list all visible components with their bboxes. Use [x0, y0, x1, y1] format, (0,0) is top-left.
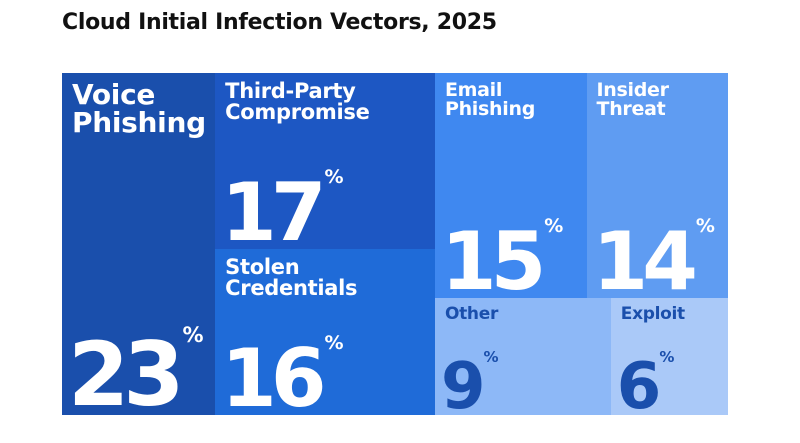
tile-label: Other — [444, 304, 499, 325]
tile-label: Email Phishing — [444, 79, 535, 120]
tile-third-party-compromise: Third-Party Compromise 17% — [215, 73, 435, 250]
tile-label: Insider Threat — [596, 79, 669, 120]
tile-percent-sign: % — [483, 348, 499, 367]
tile-value: 9 — [440, 349, 485, 415]
tile-label: Voice Phishing — [72, 78, 206, 139]
tile-percent-sign: % — [659, 348, 675, 367]
tile-value: 15 — [440, 215, 546, 299]
tile-percent-sign: % — [324, 331, 344, 354]
tile-label: Third-Party Compromise — [225, 79, 370, 124]
tile-value: 14 — [592, 215, 698, 299]
tile-value: 6 — [616, 349, 661, 415]
tile-label: Exploit — [620, 304, 685, 325]
chart-title: Cloud Initial Infection Vectors, 2025 — [62, 10, 497, 35]
tile-stolen-credentials: Stolen Credentials 16% — [215, 249, 435, 415]
tile-percent-sign: % — [182, 323, 204, 348]
tile-percent-sign: % — [324, 165, 344, 188]
tile-exploit: Exploit 6% — [610, 298, 728, 415]
tile-percent-sign: % — [544, 215, 564, 238]
tile-value: 23 — [68, 323, 184, 416]
tile-voice-phishing: Voice Phishing 23% — [62, 73, 216, 416]
tile-label: Stolen Credentials — [225, 255, 358, 301]
tile-insider-threat: Insider Threat 14% — [586, 73, 728, 299]
tile-other: Other 9% — [434, 298, 611, 415]
tile-email-phishing: Email Phishing 15% — [434, 73, 587, 299]
tile-percent-sign: % — [695, 215, 715, 238]
tile-value: 17 — [221, 166, 326, 250]
tile-value: 16 — [221, 331, 326, 415]
